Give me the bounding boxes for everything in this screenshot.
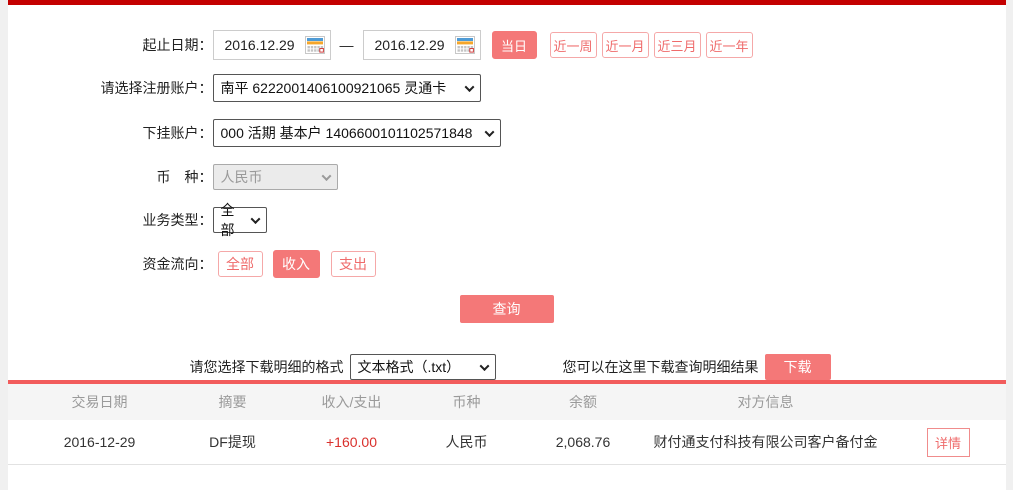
chevron-down-icon [250, 213, 260, 224]
date-range-separator: — [339, 37, 354, 53]
download-format-value: 文本格式（.txt） [357, 359, 461, 375]
cell-counterparty: 财付通支付科技有限公司客户备付金 [653, 434, 878, 450]
header-balance: 余额 [569, 394, 597, 410]
detail-button[interactable]: 详情 [926, 427, 970, 457]
sub-account-select[interactable]: 000 活期 基本户 1406600101102571848 [212, 119, 501, 147]
header-amount: 收入/支出 [321, 394, 382, 410]
sub-account-row: 下挂账户： 000 活期 基本户 1406600101102571848 [8, 119, 1006, 147]
header-summary: 摘要 [218, 394, 247, 410]
quick-range-week-button[interactable]: 近一周 [549, 32, 597, 58]
register-account-row: 请选择注册账户： 南平 6222001406100921065 灵通卡 [8, 74, 1006, 102]
register-account-value: 南平 6222001406100921065 灵通卡 [220, 80, 447, 96]
business-type-value: 全部 [220, 202, 235, 238]
register-account-select[interactable]: 南平 6222001406100921065 灵通卡 [212, 74, 481, 102]
download-row: 请您选择下载明细的格式 文本格式（.txt） 您可以在这里下载查询明细结果 下载 [190, 354, 1006, 380]
header-currency: 币种 [452, 394, 481, 410]
table-header-row: 交易日期 摘要 收入/支出 币种 余额 对方信息 [7, 384, 1006, 420]
cell-amount: +160.00 [326, 434, 377, 450]
cell-action: 详情 [891, 427, 1006, 457]
download-format-label: 请您选择下载明细的格式 [189, 359, 344, 375]
register-account-label: 请选择注册账户： [100, 80, 213, 96]
transaction-query-panel: 起止日期： 2016.12.29 — 2016.12.29 [7, 0, 1006, 490]
start-date-value: 2016.12.29 [224, 37, 295, 53]
fund-flow-row: 资金流向： 全部 收入 支出 [8, 250, 1006, 278]
quick-range-3months-button[interactable]: 近三月 [653, 32, 701, 58]
currency-row: 币 种： 人民币 [8, 164, 1006, 190]
date-range-label: 起止日期： [142, 37, 213, 53]
business-type-row: 业务类型： 全部 [8, 202, 1006, 238]
quick-range-month-button[interactable]: 近一月 [601, 32, 649, 58]
fund-flow-expense-button[interactable]: 支出 [330, 251, 376, 277]
business-type-select[interactable]: 全部 [212, 202, 267, 238]
chevron-down-icon [321, 170, 331, 181]
sub-account-value: 000 活期 基本户 1406600101102571848 [220, 125, 473, 141]
cell-currency: 人民币 [445, 434, 488, 450]
top-accent-bar [7, 0, 1006, 5]
chevron-down-icon [464, 81, 474, 92]
quick-range-today-button[interactable]: 当日 [491, 31, 537, 59]
currency-value: 人民币 [220, 169, 263, 185]
quick-range-year-button[interactable]: 近一年 [705, 32, 753, 58]
start-date-input[interactable]: 2016.12.29 [212, 30, 331, 60]
currency-label: 币 种： [156, 169, 213, 185]
end-date-input[interactable]: 2016.12.29 [362, 30, 481, 60]
chevron-down-icon [479, 360, 489, 371]
cell-summary: DF提现 [209, 434, 256, 450]
sub-account-label: 下挂账户： [142, 125, 213, 141]
table-row: 2016-12-29 DF提现 +160.00 人民币 2,068.76 财付通… [7, 420, 1006, 465]
fund-flow-all-button[interactable]: 全部 [217, 251, 263, 277]
download-hint: 您可以在这里下载查询明细结果 [562, 359, 759, 375]
download-button[interactable]: 下载 [764, 354, 831, 380]
chevron-down-icon [484, 126, 494, 137]
fund-flow-income-button[interactable]: 收入 [272, 250, 320, 278]
header-counterparty: 对方信息 [737, 394, 794, 410]
download-format-select[interactable]: 文本格式（.txt） [349, 354, 496, 380]
date-range-row: 起止日期： 2016.12.29 — 2016.12.29 [8, 30, 1006, 60]
calendar-icon[interactable] [304, 36, 325, 54]
business-type-label: 业务类型： [142, 212, 213, 228]
query-button[interactable]: 查询 [459, 295, 554, 323]
header-date: 交易日期 [71, 394, 128, 410]
section-divider [7, 380, 1006, 384]
end-date-value: 2016.12.29 [374, 37, 445, 53]
calendar-icon[interactable] [454, 36, 475, 54]
cell-date: 2016-12-29 [63, 434, 136, 450]
currency-select-disabled: 人民币 [212, 164, 338, 190]
fund-flow-label: 资金流向： [142, 256, 213, 272]
cell-balance: 2,068.76 [555, 434, 611, 450]
